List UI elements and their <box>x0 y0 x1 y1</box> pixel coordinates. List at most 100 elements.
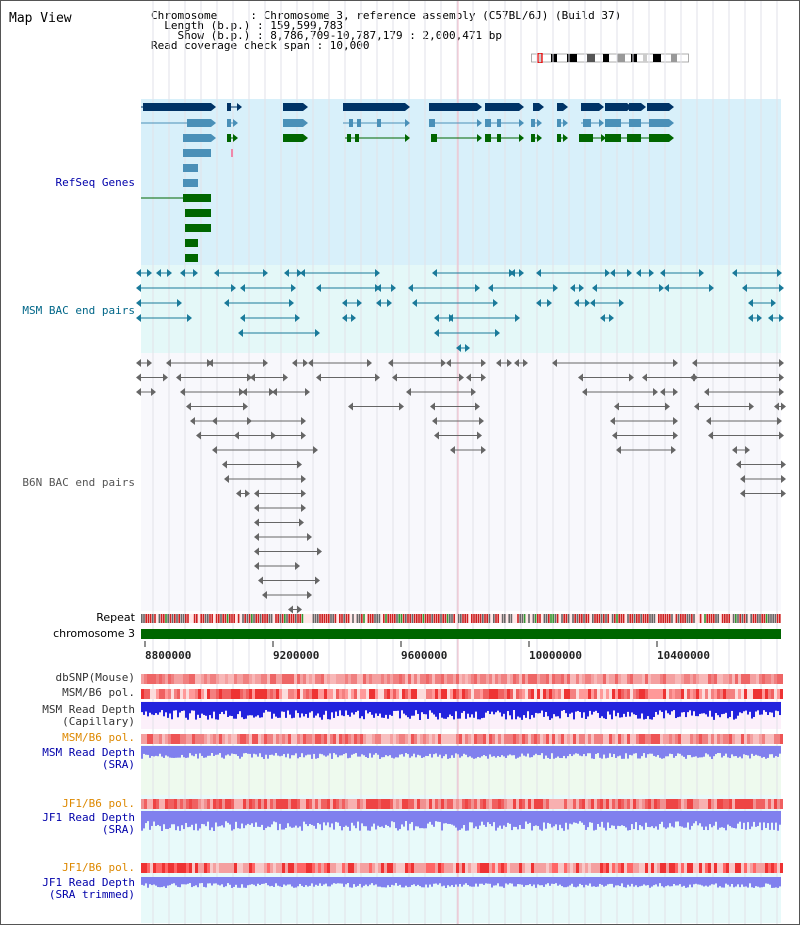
read-depth-bar <box>775 811 777 823</box>
snp-cell <box>768 674 771 684</box>
read-depth-bar <box>683 877 685 886</box>
snp-cell <box>747 863 750 873</box>
track-label-b6n-bac[interactable]: B6N BAC end pairs <box>22 476 135 489</box>
gene-exon <box>283 119 303 127</box>
repeat-element <box>706 614 708 623</box>
read-depth-bar <box>227 746 229 755</box>
read-depth-bar <box>659 877 661 884</box>
snp-cell <box>684 799 687 809</box>
chromosome-ideogram[interactable] <box>531 53 689 63</box>
read-depth-bar <box>267 811 269 827</box>
bac-end-marker <box>186 402 191 411</box>
snp-cell <box>477 863 480 873</box>
bac-end-marker <box>240 314 245 322</box>
track-label-jf1-pol[interactable]: JF1/B6 pol. <box>62 797 135 810</box>
repeat-element <box>323 614 326 623</box>
read-depth-bar <box>741 746 743 759</box>
read-depth-bar <box>567 746 569 757</box>
read-depth-bar <box>499 746 501 758</box>
track-label-msm-pol-2[interactable]: MSM/B6 pol. <box>62 731 135 744</box>
read-depth-bar <box>159 746 161 754</box>
snp-cell <box>165 734 168 744</box>
repeat-element <box>605 614 607 623</box>
repeat-element <box>165 614 167 623</box>
read-depth-bar <box>177 877 179 887</box>
read-depth-bar <box>231 877 233 888</box>
snp-cell <box>645 734 648 744</box>
read-depth-bar <box>719 746 721 754</box>
snp-cell <box>696 799 699 809</box>
read-depth-bar <box>225 746 227 756</box>
snp-cell <box>660 674 663 684</box>
snp-cell <box>570 863 573 873</box>
track-label-refseq[interactable]: RefSeq Genes <box>55 176 135 189</box>
read-depth-bar <box>143 702 145 715</box>
snp-cell <box>486 734 489 744</box>
snp-cell <box>396 799 399 809</box>
track-label-jf1-pol-2[interactable]: JF1/B6 pol. <box>62 861 135 874</box>
read-depth-bar <box>351 702 353 713</box>
read-depth-bar <box>153 746 155 757</box>
snp-cell <box>693 863 696 873</box>
read-depth-bar <box>201 702 203 714</box>
read-depth-bar <box>279 877 281 887</box>
read-depth-bar <box>225 702 227 711</box>
repeat-element <box>479 614 482 623</box>
snp-cell <box>186 799 189 809</box>
bac-end-marker <box>781 489 786 498</box>
read-depth-bar <box>399 811 401 830</box>
track-label-jf1-depth-trimmed[interactable]: JF1 Read Depth (SRA trimmed) <box>42 876 135 901</box>
read-depth-bar <box>263 877 265 884</box>
track-label-jf1-depth-sra[interactable]: JF1 Read Depth (SRA) <box>42 811 135 836</box>
read-depth-bar <box>573 702 575 720</box>
read-depth-bar <box>179 877 181 888</box>
snp-cell <box>315 674 318 684</box>
snp-cell <box>423 799 426 809</box>
gene-arrow <box>537 119 542 127</box>
read-depth-bar <box>211 702 213 719</box>
track-label-msm-depth-sra[interactable]: MSM Read Depth (SRA) <box>42 746 135 771</box>
snp-cell <box>435 863 438 873</box>
read-depth-bar <box>147 702 149 717</box>
read-depth-bar <box>683 746 685 757</box>
read-depth-bar <box>407 702 409 718</box>
read-depth-bar <box>487 702 489 711</box>
track-label-msm-pol[interactable]: MSM/B6 pol. <box>62 686 135 699</box>
read-depth-bar <box>545 746 547 756</box>
read-depth-bar <box>533 702 535 718</box>
read-depth-bar <box>283 811 285 830</box>
snp-cell <box>582 674 585 684</box>
snp-cell <box>264 863 267 873</box>
snp-cell <box>681 734 684 744</box>
read-depth-bar <box>775 746 777 757</box>
repeat-element <box>607 614 609 623</box>
read-depth-bar <box>741 702 743 714</box>
read-depth-bar <box>269 877 271 887</box>
read-depth-bar <box>591 746 593 759</box>
repeat-element <box>495 614 497 623</box>
read-depth-bar <box>291 746 293 756</box>
snp-cell <box>705 689 708 699</box>
read-depth-bar <box>777 811 779 831</box>
track-label-dbsnp[interactable]: dbSNP(Mouse) <box>55 671 135 684</box>
snp-cell <box>642 863 645 873</box>
read-depth-bar <box>431 746 433 758</box>
track-label-repeat[interactable]: Repeat <box>96 611 135 624</box>
repeat-element <box>517 614 519 623</box>
track-label-msm-depth-capillary[interactable]: MSM Read Depth (Capillary) <box>42 703 135 728</box>
track-label-msm-bac[interactable]: MSM BAC end pairs <box>22 304 135 317</box>
read-depth-bar <box>265 746 267 755</box>
read-depth-bar <box>531 811 533 831</box>
snp-cell <box>489 674 492 684</box>
read-depth-bar <box>257 811 259 827</box>
read-depth-bar <box>247 702 249 716</box>
read-depth-bar <box>433 811 435 827</box>
read-depth-bar <box>623 746 625 759</box>
snp-cell <box>588 863 591 873</box>
read-depth-bar <box>303 702 305 717</box>
snp-cell <box>309 863 312 873</box>
track-label-chromosome[interactable]: chromosome 3 <box>53 627 135 640</box>
bac-end-marker <box>614 402 619 411</box>
read-depth-bar <box>141 877 143 885</box>
